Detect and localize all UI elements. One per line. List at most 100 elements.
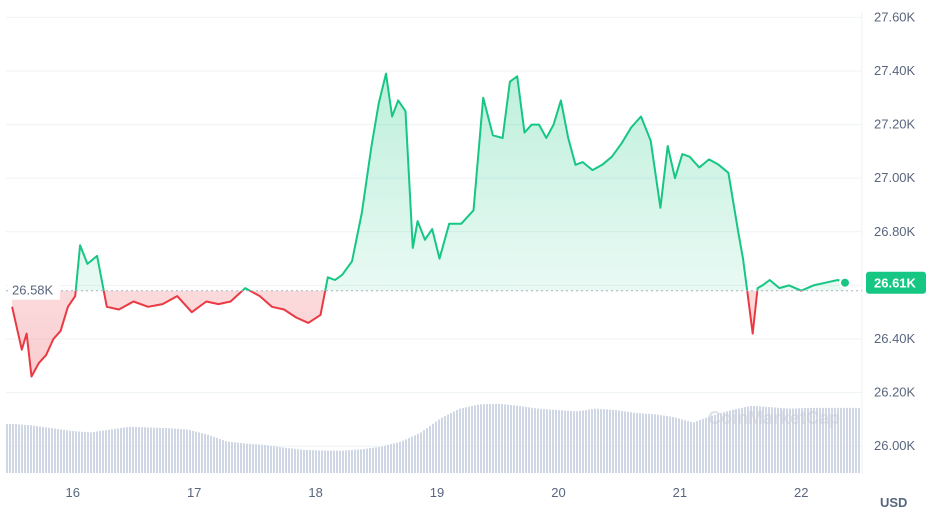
baseline-label: 26.58K: [12, 283, 54, 298]
volume-bar: [777, 407, 779, 473]
volume-bar: [753, 405, 755, 473]
volume-bar: [693, 422, 695, 473]
volume-bar: [147, 427, 149, 473]
volume-bar: [750, 405, 752, 473]
volume-bar: [798, 408, 800, 473]
volume-bar: [336, 450, 338, 473]
volume-bar: [717, 413, 719, 473]
volume-bar: [297, 449, 299, 473]
volume-bar: [546, 409, 548, 473]
volume-bar: [339, 450, 341, 473]
volume-bar: [300, 449, 302, 473]
volume-bar: [648, 413, 650, 473]
volume-bar: [492, 403, 494, 473]
volume-bar: [525, 406, 527, 473]
y-tick-label: 26.40K: [874, 331, 916, 346]
volume-bar: [24, 424, 26, 473]
volume-bar: [600, 408, 602, 473]
volume-bar: [234, 442, 236, 473]
volume-bar: [666, 416, 668, 473]
y-tick-label: 26.80K: [874, 224, 916, 239]
volume-bar: [384, 445, 386, 473]
y-tick-label: 27.20K: [874, 117, 916, 132]
y-tick-label: 26.20K: [874, 385, 916, 400]
volume-bar: [630, 412, 632, 473]
volume-bar: [837, 407, 839, 473]
volume-bar: [603, 409, 605, 473]
volume-bar: [54, 428, 56, 473]
volume-bar: [651, 414, 653, 473]
volume-bar: [831, 407, 833, 473]
volume-bar: [360, 449, 362, 473]
volume-bar: [411, 436, 413, 473]
volume-bar: [168, 428, 170, 473]
volume-bar: [480, 404, 482, 473]
volume-bar: [177, 428, 179, 473]
volume-bar: [534, 408, 536, 473]
volume-bar: [57, 429, 59, 473]
price-area: [12, 73, 845, 377]
volume-bar: [768, 407, 770, 473]
volume-bar: [12, 424, 14, 473]
volume-bar: [378, 446, 380, 473]
volume-bar: [543, 409, 545, 473]
volume-bar: [660, 415, 662, 473]
volume-bar: [714, 414, 716, 473]
volume-bar: [435, 421, 437, 473]
volume-bar: [579, 410, 581, 473]
volume-bar: [522, 406, 524, 473]
volume-bar: [786, 408, 788, 473]
volume-bar: [567, 410, 569, 473]
volume-bar: [273, 446, 275, 473]
y-tick-label: 26.00K: [874, 438, 916, 453]
volume-bar: [840, 407, 842, 473]
volume-bar: [594, 408, 596, 473]
volume-bar: [621, 410, 623, 473]
volume-bar: [429, 425, 431, 473]
volume-bar: [390, 444, 392, 473]
volume-bar: [114, 428, 116, 473]
volume-bar: [78, 431, 80, 473]
volume-bar: [219, 439, 221, 473]
volume-bar: [834, 407, 836, 473]
volume-bar: [531, 407, 533, 473]
volume-bar: [294, 448, 296, 473]
volume-bar: [756, 406, 758, 473]
volume-bar: [684, 420, 686, 473]
volume-bar: [729, 410, 731, 473]
volume-bar: [276, 446, 278, 473]
volume-bar: [432, 423, 434, 473]
volume-bar: [342, 450, 344, 473]
volume-bar: [645, 413, 647, 473]
volume-bar: [30, 425, 32, 473]
volume-bar: [822, 407, 824, 473]
volume-bar: [267, 445, 269, 473]
volume-bar: [828, 407, 830, 473]
volume-bar: [18, 424, 20, 473]
x-tick-label: 21: [673, 485, 687, 500]
volume-bar: [135, 427, 137, 473]
volume-bar: [708, 416, 710, 473]
volume-bar: [123, 427, 125, 473]
volume-bar: [462, 407, 464, 473]
volume-bar: [42, 426, 44, 473]
volume-bar: [570, 411, 572, 473]
x-tick-label: 22: [794, 485, 808, 500]
volume-bar: [282, 447, 284, 473]
volume-bar: [735, 409, 737, 473]
volume-bar: [465, 407, 467, 473]
volume-bar: [33, 425, 35, 473]
volume-bar: [780, 407, 782, 473]
volume-bar: [450, 413, 452, 473]
volume-bar: [189, 430, 191, 473]
volume-bar: [678, 418, 680, 473]
volume-bar: [855, 407, 857, 473]
volume-bar: [186, 429, 188, 473]
volume-bar: [408, 438, 410, 473]
volume-bar: [852, 407, 854, 473]
volume-bar: [474, 405, 476, 473]
volume-bar: [813, 407, 815, 473]
volume-bar: [303, 449, 305, 473]
volume-bar: [636, 412, 638, 473]
